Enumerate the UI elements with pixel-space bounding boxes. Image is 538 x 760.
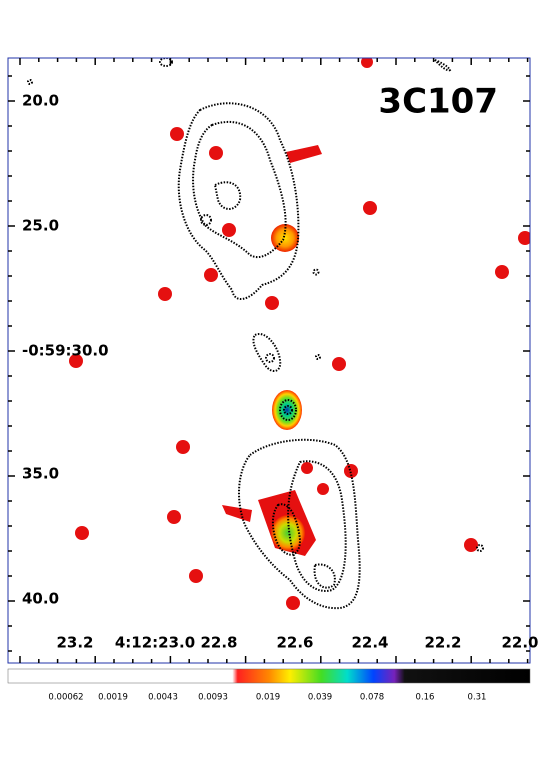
x-tick-label: 22.8	[200, 634, 237, 652]
y-tick-label: 40.0	[22, 590, 59, 608]
colorbar-label: 0.0093	[198, 693, 228, 703]
ticks	[8, 58, 530, 663]
colorbar-label: 0.31	[468, 693, 487, 703]
x-tick-label: 22.2	[424, 634, 461, 652]
colorbar-label: 0.039	[308, 693, 332, 703]
radio-contours	[27, 58, 484, 610]
colorbar-label: 0.078	[360, 693, 384, 703]
x-tick-label: 23.2	[56, 634, 93, 652]
title: 3C107	[378, 82, 498, 122]
y-tick-label: 20.0	[22, 92, 59, 110]
y-tick-label: 35.0	[22, 465, 59, 483]
colorbar-label: 0.019	[256, 693, 280, 703]
x-tick-label: 22.6	[276, 634, 313, 652]
y-tick-label: 25.0	[22, 217, 59, 235]
image	[27, 58, 530, 610]
y-tick-label: -0:59:30.0	[22, 342, 109, 360]
x-tick-label: 22.0	[501, 634, 538, 652]
labels: 20.0 25.0 -0:59:30.0 35.0 40.0 23.2 4:12:23.0 2…	[22, 92, 538, 703]
colorbar-label: 0.00062	[48, 693, 83, 703]
colorbar-label: 0.16	[416, 693, 435, 703]
colorbar-label: 0.0043	[148, 693, 178, 703]
colorbar	[7, 668, 531, 684]
frame	[7, 57, 531, 664]
x-tick-label: 4:12:23.0	[115, 634, 195, 652]
xray-sources	[69, 58, 530, 610]
colorbar-label: 0.0019	[98, 693, 128, 703]
x-tick-label: 22.4	[351, 634, 388, 652]
